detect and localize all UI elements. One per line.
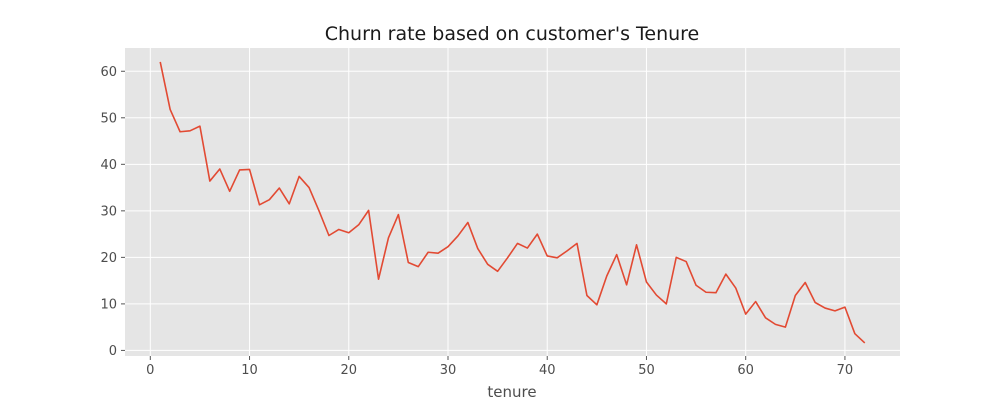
data-point [228, 190, 230, 192]
plot-area [125, 48, 900, 356]
data-point [516, 242, 518, 244]
y-axis-ticks: 0 10 20 30 40 50 60 [100, 65, 125, 359]
data-point [288, 203, 290, 205]
y-tick-label: 0 [109, 344, 117, 359]
x-tick-label: 40 [539, 363, 556, 378]
data-point [367, 209, 369, 211]
y-tick-label: 10 [100, 297, 117, 312]
data-point [705, 291, 707, 293]
x-tick-label: 70 [837, 363, 854, 378]
data-point [318, 210, 320, 212]
data-point [506, 257, 508, 259]
data-point [715, 292, 717, 294]
data-point [268, 198, 270, 200]
x-axis-label: tenure [487, 383, 536, 400]
data-point [606, 275, 608, 277]
data-point [814, 301, 816, 303]
data-point [864, 342, 866, 344]
data-point [725, 273, 727, 275]
data-point [338, 228, 340, 230]
data-point [655, 294, 657, 296]
data-point [278, 187, 280, 189]
data-point [526, 247, 528, 249]
data-point [447, 245, 449, 247]
data-point [467, 221, 469, 223]
y-tick-label: 50 [100, 111, 117, 126]
data-point [486, 263, 488, 265]
data-point [328, 234, 330, 236]
x-tick-label: 60 [737, 363, 754, 378]
data-point [179, 131, 181, 133]
data-point [238, 169, 240, 171]
data-point [615, 253, 617, 255]
data-point [169, 108, 171, 110]
y-tick-label: 30 [100, 204, 117, 219]
data-point [209, 180, 211, 182]
data-point [477, 247, 479, 249]
x-axis-ticks: 0 10 20 30 40 50 60 70 [146, 356, 853, 378]
data-point [496, 270, 498, 272]
data-point [437, 252, 439, 254]
data-point [685, 260, 687, 262]
data-point [546, 255, 548, 257]
data-point [407, 261, 409, 263]
y-tick-label: 20 [100, 251, 117, 266]
series-line [159, 61, 866, 344]
data-point [596, 304, 598, 306]
data-point [427, 251, 429, 253]
x-tick-label: 0 [146, 363, 154, 378]
y-tick-label: 40 [100, 158, 117, 173]
data-point [834, 310, 836, 312]
data-point [784, 326, 786, 328]
data-point [794, 294, 796, 296]
data-point [397, 213, 399, 215]
data-point [377, 278, 379, 280]
data-point [357, 224, 359, 226]
x-tick-label: 10 [241, 363, 258, 378]
data-point [645, 281, 647, 283]
data-point [159, 61, 161, 63]
data-point [586, 294, 588, 296]
y-tick-label: 60 [100, 65, 117, 80]
chart-title: Churn rate based on customer's Tenure [325, 23, 700, 45]
data-point [635, 244, 637, 246]
data-point [308, 186, 310, 188]
data-point [735, 287, 737, 289]
data-point [556, 257, 558, 259]
data-point [754, 300, 756, 302]
data-point [298, 175, 300, 177]
data-point [457, 235, 459, 237]
x-tick-label: 50 [638, 363, 655, 378]
data-point [576, 242, 578, 244]
data-point [744, 313, 746, 315]
data-point [189, 130, 191, 132]
data-point [219, 168, 221, 170]
data-point [675, 256, 677, 258]
gridlines [125, 48, 900, 356]
data-point [417, 265, 419, 267]
data-point [199, 125, 201, 127]
data-point [665, 303, 667, 305]
data-point [804, 281, 806, 283]
data-point [348, 232, 350, 234]
data-point [824, 307, 826, 309]
data-point [625, 284, 627, 286]
data-point [387, 237, 389, 239]
data-point [536, 233, 538, 235]
data-point [854, 332, 856, 334]
data-point [258, 204, 260, 206]
data-point [764, 317, 766, 319]
x-tick-label: 20 [340, 363, 357, 378]
data-point [844, 306, 846, 308]
x-tick-label: 30 [440, 363, 457, 378]
data-point [566, 250, 568, 252]
data-point [695, 284, 697, 286]
data-point [774, 323, 776, 325]
data-point [248, 168, 250, 170]
